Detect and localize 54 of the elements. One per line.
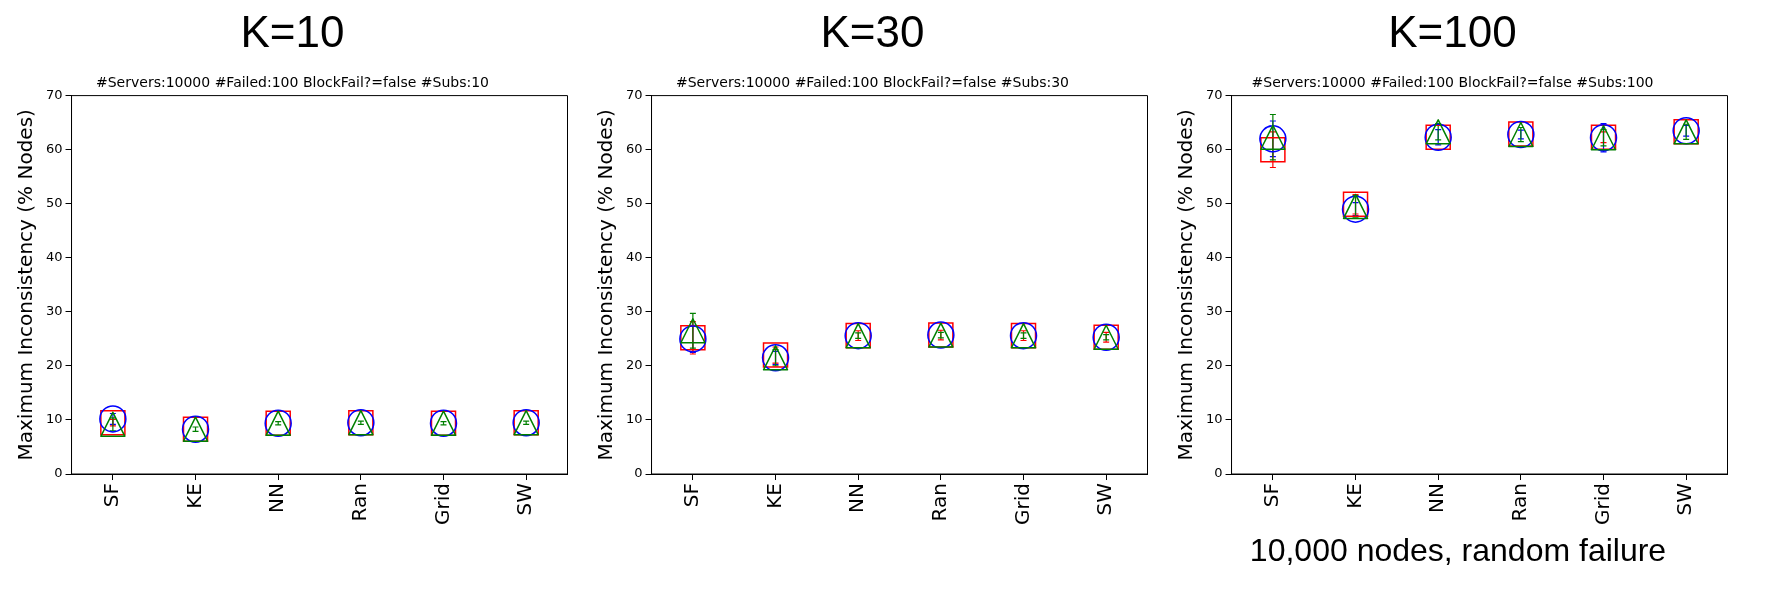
y-tick-label: 20 — [45, 357, 63, 373]
x-tick-label: Ran — [1506, 483, 1531, 522]
y-tick-label: 10 — [625, 411, 643, 427]
x-tick-label: KE — [761, 483, 786, 509]
x-tick-label: NN — [263, 483, 288, 513]
x-tick-label: SF — [98, 483, 123, 508]
y-tick-label: 40 — [625, 249, 643, 265]
point — [1259, 136, 1286, 163]
x-tick-label: SF — [1258, 483, 1283, 508]
y-tick-label: 60 — [1205, 141, 1223, 157]
y-tick-label: 70 — [45, 86, 63, 102]
x-tick-label: Grid — [1589, 483, 1614, 526]
y-tick-label: 50 — [45, 195, 63, 211]
chart-subtitle: #Servers:10000 #Failed:100 BlockFail?=false #Subs:30 — [675, 73, 1069, 90]
x-tick-label: KE — [181, 483, 206, 509]
text: 10,000 nodes, random failure — [1249, 532, 1667, 569]
y-tick-label: 0 — [1213, 465, 1223, 481]
chart-title: K=100 — [1387, 6, 1517, 56]
y-axis-title: Maximum Inconsistency (% Nodes) — [1172, 109, 1197, 461]
y-tick-label: 60 — [45, 141, 63, 157]
y-tick-label: 60 — [625, 141, 643, 157]
y-tick-label: 0 — [633, 465, 643, 481]
y-tick-label: 50 — [1205, 195, 1223, 211]
y-axis-title: Maximum Inconsistency (% Nodes) — [12, 109, 37, 461]
y-tick-label: 70 — [625, 86, 643, 102]
x-tick-label: Ran — [346, 483, 371, 522]
x-tick-label: NN — [843, 483, 868, 513]
x-tick-label: KE — [1341, 483, 1366, 509]
x-tick-label: Ran — [926, 483, 951, 522]
y-tick-label: 30 — [45, 303, 63, 319]
y-tick-label: 20 — [625, 357, 643, 373]
chart-subtitle: #Servers:10000 #Failed:100 BlockFail?=false #Subs:10 — [95, 73, 489, 90]
x-tick-label: Grid — [429, 483, 454, 526]
y-tick-label: 20 — [1205, 357, 1223, 373]
chart-title: K=30 — [820, 6, 924, 56]
x-tick-label: NN — [1423, 483, 1448, 513]
y-tick-label: 10 — [45, 411, 63, 427]
x-tick-label: SW — [1671, 482, 1696, 516]
chart-subtitle: #Servers:10000 #Failed:100 BlockFail?=false #Subs:100 — [1251, 73, 1653, 90]
y-tick-label: 50 — [625, 195, 643, 211]
y-tick-label: 30 — [1205, 303, 1223, 319]
chart-title: K=10 — [240, 6, 344, 56]
point — [1424, 119, 1451, 145]
x-tick-label: Grid — [1009, 483, 1034, 526]
y-tick-label: 10 — [1205, 411, 1223, 427]
y-tick-label: 70 — [1205, 86, 1223, 102]
x-tick-label: SW — [1091, 482, 1116, 516]
y-tick-label: 40 — [1205, 249, 1223, 265]
x-tick-label: SF — [678, 483, 703, 508]
x-tick-label: SW — [511, 482, 536, 516]
y-tick-label: 30 — [625, 303, 643, 319]
y-tick-label: 40 — [45, 249, 63, 265]
y-tick-label: 0 — [53, 465, 63, 481]
y-axis-title: Maximum Inconsistency (% Nodes) — [592, 109, 617, 461]
